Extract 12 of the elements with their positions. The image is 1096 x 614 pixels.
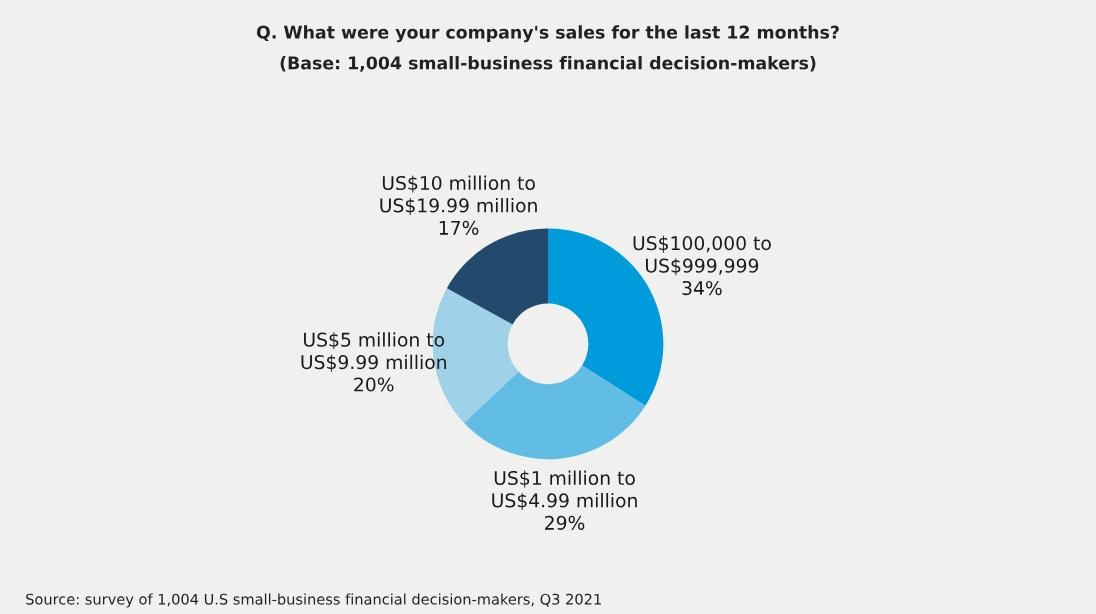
data-label: 29% (545, 515, 585, 530)
slice-label: US$10 million to US$19.99 million (380, 175, 537, 215)
donut-slice (463, 365, 646, 460)
source-note: Source: survey of 1,004 U.S small-business financial decision-makers, Q3 2021 (26, 593, 601, 608)
data-label: 17% (439, 220, 479, 235)
data-label: 34% (682, 280, 722, 296)
chart-title: Q. What were your company's sales for the last 12 months? (256, 25, 839, 43)
chart-subtitle: (Base: 1,004 small-business financial decision-makers) (280, 56, 816, 72)
slice-label: US$100,000 to US$999,999 (633, 235, 771, 276)
slice-label: US$5 million to US$9.99 million (301, 332, 447, 372)
slice-label: US$1 million to US$4.99 million (492, 470, 637, 510)
data-label: 20% (354, 377, 394, 392)
